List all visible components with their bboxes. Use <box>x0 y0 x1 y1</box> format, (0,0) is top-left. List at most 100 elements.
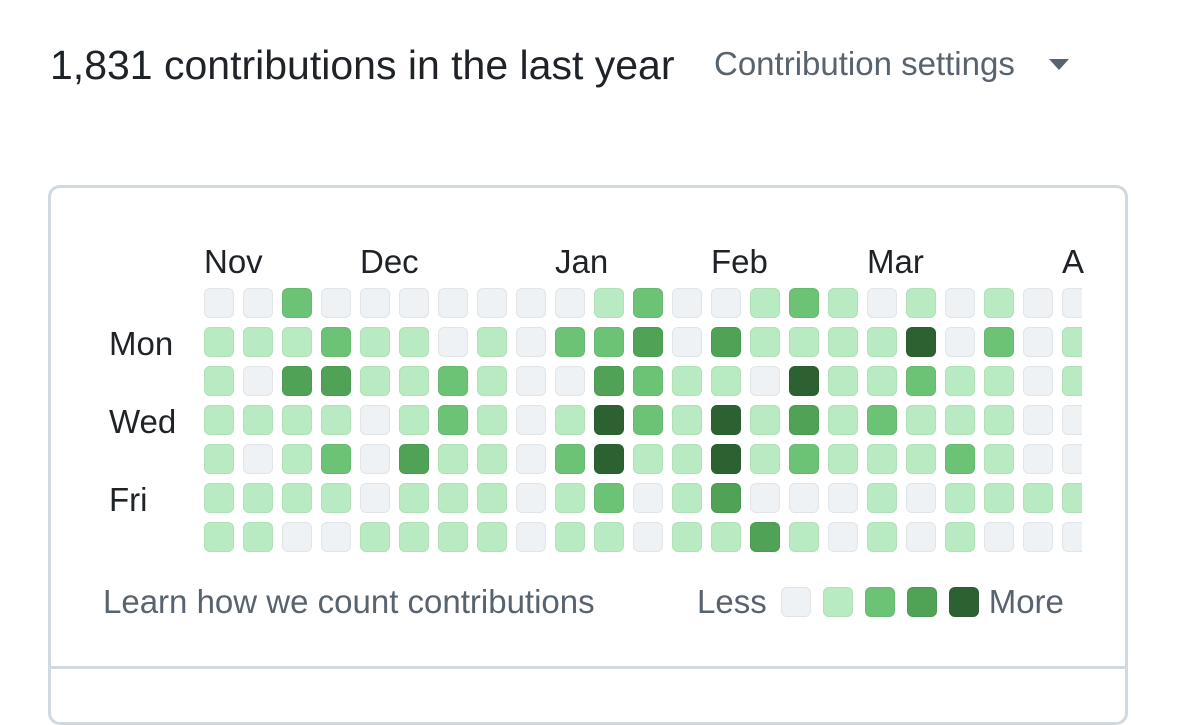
contribution-day-cell[interactable] <box>399 405 429 435</box>
contribution-day-cell[interactable] <box>984 288 1014 318</box>
contribution-day-cell[interactable] <box>633 522 663 552</box>
learn-contributions-link[interactable]: Learn how we count contributions <box>103 583 595 620</box>
contribution-day-cell[interactable] <box>1062 483 1082 513</box>
contribution-day-cell[interactable] <box>555 327 585 357</box>
contribution-day-cell[interactable] <box>282 327 312 357</box>
contribution-day-cell[interactable] <box>750 288 780 318</box>
contribution-day-cell[interactable] <box>711 405 741 435</box>
contribution-day-cell[interactable] <box>516 444 546 474</box>
contribution-day-cell[interactable] <box>672 327 702 357</box>
contribution-day-cell[interactable] <box>438 366 468 396</box>
contribution-day-cell[interactable] <box>711 444 741 474</box>
contribution-day-cell[interactable] <box>399 366 429 396</box>
contribution-day-cell[interactable] <box>867 405 897 435</box>
contribution-day-cell[interactable] <box>204 522 234 552</box>
contribution-day-cell[interactable] <box>204 405 234 435</box>
contribution-day-cell[interactable] <box>555 405 585 435</box>
contribution-day-cell[interactable] <box>594 366 624 396</box>
contribution-day-cell[interactable] <box>633 288 663 318</box>
contribution-day-cell[interactable] <box>1062 405 1082 435</box>
contribution-day-cell[interactable] <box>555 288 585 318</box>
contribution-day-cell[interactable] <box>1062 522 1082 552</box>
contribution-day-cell[interactable] <box>633 366 663 396</box>
contribution-day-cell[interactable] <box>711 522 741 552</box>
contribution-day-cell[interactable] <box>477 522 507 552</box>
contribution-day-cell[interactable] <box>789 366 819 396</box>
contribution-day-cell[interactable] <box>1062 366 1082 396</box>
contribution-day-cell[interactable] <box>594 522 624 552</box>
contribution-day-cell[interactable] <box>945 288 975 318</box>
contribution-day-cell[interactable] <box>828 444 858 474</box>
contribution-day-cell[interactable] <box>243 444 273 474</box>
contribution-day-cell[interactable] <box>243 366 273 396</box>
contribution-day-cell[interactable] <box>906 444 936 474</box>
contribution-day-cell[interactable] <box>750 327 780 357</box>
contribution-day-cell[interactable] <box>594 444 624 474</box>
contribution-day-cell[interactable] <box>867 444 897 474</box>
contribution-day-cell[interactable] <box>711 288 741 318</box>
contribution-day-cell[interactable] <box>906 405 936 435</box>
contribution-day-cell[interactable] <box>555 483 585 513</box>
contribution-day-cell[interactable] <box>204 483 234 513</box>
contribution-day-cell[interactable] <box>516 366 546 396</box>
contribution-day-cell[interactable] <box>360 522 390 552</box>
contribution-day-cell[interactable] <box>906 483 936 513</box>
contribution-day-cell[interactable] <box>399 327 429 357</box>
contribution-day-cell[interactable] <box>828 288 858 318</box>
contribution-day-cell[interactable] <box>672 288 702 318</box>
contribution-day-cell[interactable] <box>711 327 741 357</box>
contribution-day-cell[interactable] <box>789 327 819 357</box>
contribution-day-cell[interactable] <box>399 483 429 513</box>
contribution-day-cell[interactable] <box>360 288 390 318</box>
contribution-day-cell[interactable] <box>984 366 1014 396</box>
contribution-day-cell[interactable] <box>321 483 351 513</box>
contribution-day-cell[interactable] <box>906 327 936 357</box>
contribution-day-cell[interactable] <box>516 483 546 513</box>
contribution-day-cell[interactable] <box>594 483 624 513</box>
contribution-day-cell[interactable] <box>789 405 819 435</box>
contribution-day-cell[interactable] <box>984 522 1014 552</box>
contribution-day-cell[interactable] <box>945 405 975 435</box>
contribution-day-cell[interactable] <box>477 405 507 435</box>
contribution-day-cell[interactable] <box>243 483 273 513</box>
contribution-day-cell[interactable] <box>1023 366 1053 396</box>
contribution-day-cell[interactable] <box>477 483 507 513</box>
contribution-day-cell[interactable] <box>282 405 312 435</box>
contribution-day-cell[interactable] <box>477 288 507 318</box>
contribution-day-cell[interactable] <box>477 444 507 474</box>
contribution-day-cell[interactable] <box>360 405 390 435</box>
contribution-day-cell[interactable] <box>594 327 624 357</box>
contribution-day-cell[interactable] <box>984 444 1014 474</box>
contribution-day-cell[interactable] <box>672 483 702 513</box>
contribution-day-cell[interactable] <box>555 522 585 552</box>
contribution-day-cell[interactable] <box>399 288 429 318</box>
contribution-day-cell[interactable] <box>282 483 312 513</box>
contribution-day-cell[interactable] <box>438 327 468 357</box>
contribution-day-cell[interactable] <box>438 405 468 435</box>
contribution-day-cell[interactable] <box>243 327 273 357</box>
contribution-day-cell[interactable] <box>516 288 546 318</box>
contribution-day-cell[interactable] <box>906 366 936 396</box>
contribution-day-cell[interactable] <box>945 444 975 474</box>
contribution-day-cell[interactable] <box>906 288 936 318</box>
contribution-day-cell[interactable] <box>282 288 312 318</box>
contribution-day-cell[interactable] <box>438 288 468 318</box>
contribution-day-cell[interactable] <box>867 522 897 552</box>
contribution-day-cell[interactable] <box>750 366 780 396</box>
contribution-day-cell[interactable] <box>360 327 390 357</box>
contribution-day-cell[interactable] <box>633 405 663 435</box>
contribution-day-cell[interactable] <box>945 366 975 396</box>
contribution-day-cell[interactable] <box>1023 483 1053 513</box>
contribution-day-cell[interactable] <box>321 327 351 357</box>
contribution-day-cell[interactable] <box>828 522 858 552</box>
contribution-day-cell[interactable] <box>282 444 312 474</box>
contribution-day-cell[interactable] <box>321 405 351 435</box>
contribution-day-cell[interactable] <box>672 405 702 435</box>
contribution-day-cell[interactable] <box>750 444 780 474</box>
contribution-day-cell[interactable] <box>789 444 819 474</box>
contribution-day-cell[interactable] <box>984 483 1014 513</box>
contribution-day-cell[interactable] <box>438 444 468 474</box>
contribution-day-cell[interactable] <box>633 444 663 474</box>
contribution-day-cell[interactable] <box>945 483 975 513</box>
contribution-day-cell[interactable] <box>243 288 273 318</box>
